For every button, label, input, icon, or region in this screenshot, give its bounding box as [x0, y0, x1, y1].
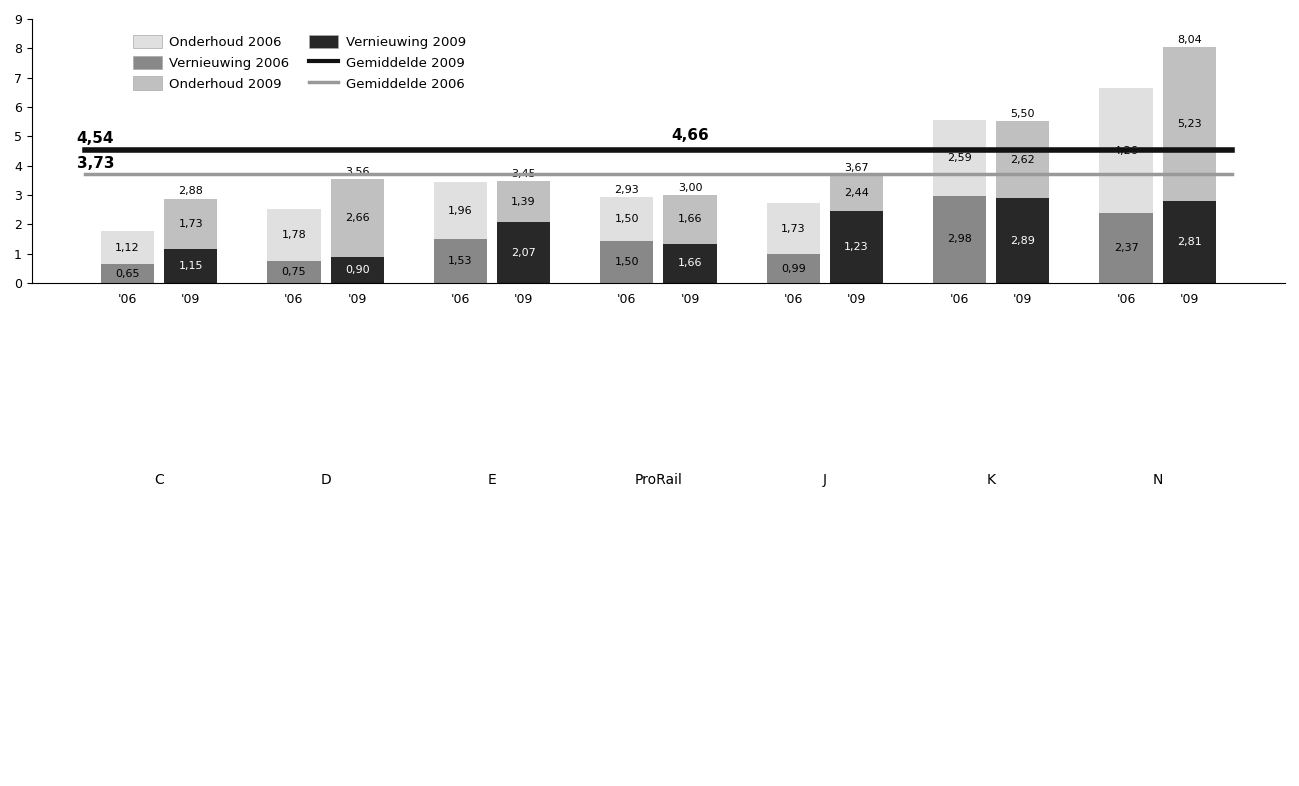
Bar	[933, 119, 986, 196]
Text: 2,98: 2,98	[947, 234, 972, 244]
Text: 4,66: 4,66	[672, 128, 709, 143]
Text: 4,26: 4,26	[1113, 146, 1138, 156]
Text: 1,66: 1,66	[678, 215, 703, 224]
Bar	[434, 182, 487, 239]
Text: K: K	[987, 473, 996, 487]
Bar	[664, 195, 717, 244]
Text: N: N	[1152, 473, 1163, 487]
Text: 2,93: 2,93	[614, 185, 639, 195]
Text: 2,44: 2,44	[844, 189, 869, 198]
Text: 1,15: 1,15	[178, 261, 203, 271]
Bar	[164, 249, 217, 283]
Text: 3,00: 3,00	[678, 183, 703, 193]
Bar	[1163, 47, 1216, 200]
Bar	[766, 204, 820, 254]
Bar	[101, 264, 155, 283]
Text: 0,99: 0,99	[781, 263, 805, 274]
Text: 0,65: 0,65	[116, 269, 140, 278]
Text: 1,73: 1,73	[178, 219, 203, 229]
Bar	[164, 199, 217, 249]
Text: 2,62: 2,62	[1011, 155, 1035, 165]
Bar	[330, 257, 383, 283]
Text: J: J	[822, 473, 826, 487]
Text: 1,23: 1,23	[844, 242, 869, 252]
Bar	[600, 241, 653, 283]
Text: C: C	[155, 473, 164, 487]
Bar	[268, 261, 321, 283]
Text: 1,78: 1,78	[282, 230, 307, 240]
Text: 0,75: 0,75	[282, 267, 307, 277]
Text: E: E	[487, 473, 496, 487]
Text: D: D	[320, 473, 331, 487]
Bar	[1099, 89, 1152, 214]
Text: 3,56: 3,56	[346, 167, 369, 177]
Text: 2,66: 2,66	[344, 212, 369, 222]
Text: 1,53: 1,53	[448, 256, 473, 266]
Bar	[766, 254, 820, 283]
Text: 3,67: 3,67	[844, 163, 869, 173]
Bar	[434, 239, 487, 283]
Bar	[664, 244, 717, 283]
Text: 2,37: 2,37	[1113, 244, 1138, 253]
Bar	[498, 222, 551, 283]
Text: 5,23: 5,23	[1177, 119, 1202, 129]
Text: 2,59: 2,59	[947, 152, 972, 163]
Bar	[600, 197, 653, 241]
Text: 2,89: 2,89	[1011, 236, 1035, 246]
Bar	[830, 175, 883, 211]
Text: 2,88: 2,88	[178, 186, 203, 196]
Bar	[996, 198, 1050, 283]
Bar	[933, 196, 986, 283]
Bar	[1163, 200, 1216, 283]
Text: 1,66: 1,66	[678, 259, 703, 268]
Bar	[101, 231, 155, 264]
Text: 3,45: 3,45	[512, 170, 536, 179]
Bar	[830, 211, 883, 283]
Legend: Onderhoud 2006, Vernieuwing 2006, Onderhoud 2009, Vernieuwing 2009, Gemiddelde 2: Onderhoud 2006, Vernieuwing 2006, Onderh…	[126, 28, 473, 97]
Text: 2,81: 2,81	[1177, 237, 1202, 247]
Bar	[268, 209, 321, 261]
Text: ProRail: ProRail	[634, 473, 682, 487]
Text: 8,04: 8,04	[1177, 35, 1202, 45]
Text: 1,96: 1,96	[448, 206, 473, 215]
Text: 2,07: 2,07	[512, 248, 536, 258]
Bar	[330, 178, 383, 257]
Text: 4,54: 4,54	[77, 131, 114, 146]
Text: 1,73: 1,73	[781, 223, 805, 233]
Text: 1,12: 1,12	[116, 243, 140, 252]
Bar	[498, 182, 551, 222]
Text: 3,73: 3,73	[77, 156, 114, 171]
Text: 1,50: 1,50	[614, 214, 639, 224]
Text: 5,50: 5,50	[1011, 109, 1035, 119]
Bar	[1099, 214, 1152, 283]
Text: 1,39: 1,39	[512, 197, 536, 207]
Text: 0,90: 0,90	[344, 265, 369, 275]
Bar	[996, 121, 1050, 198]
Text: 1,50: 1,50	[614, 257, 639, 267]
